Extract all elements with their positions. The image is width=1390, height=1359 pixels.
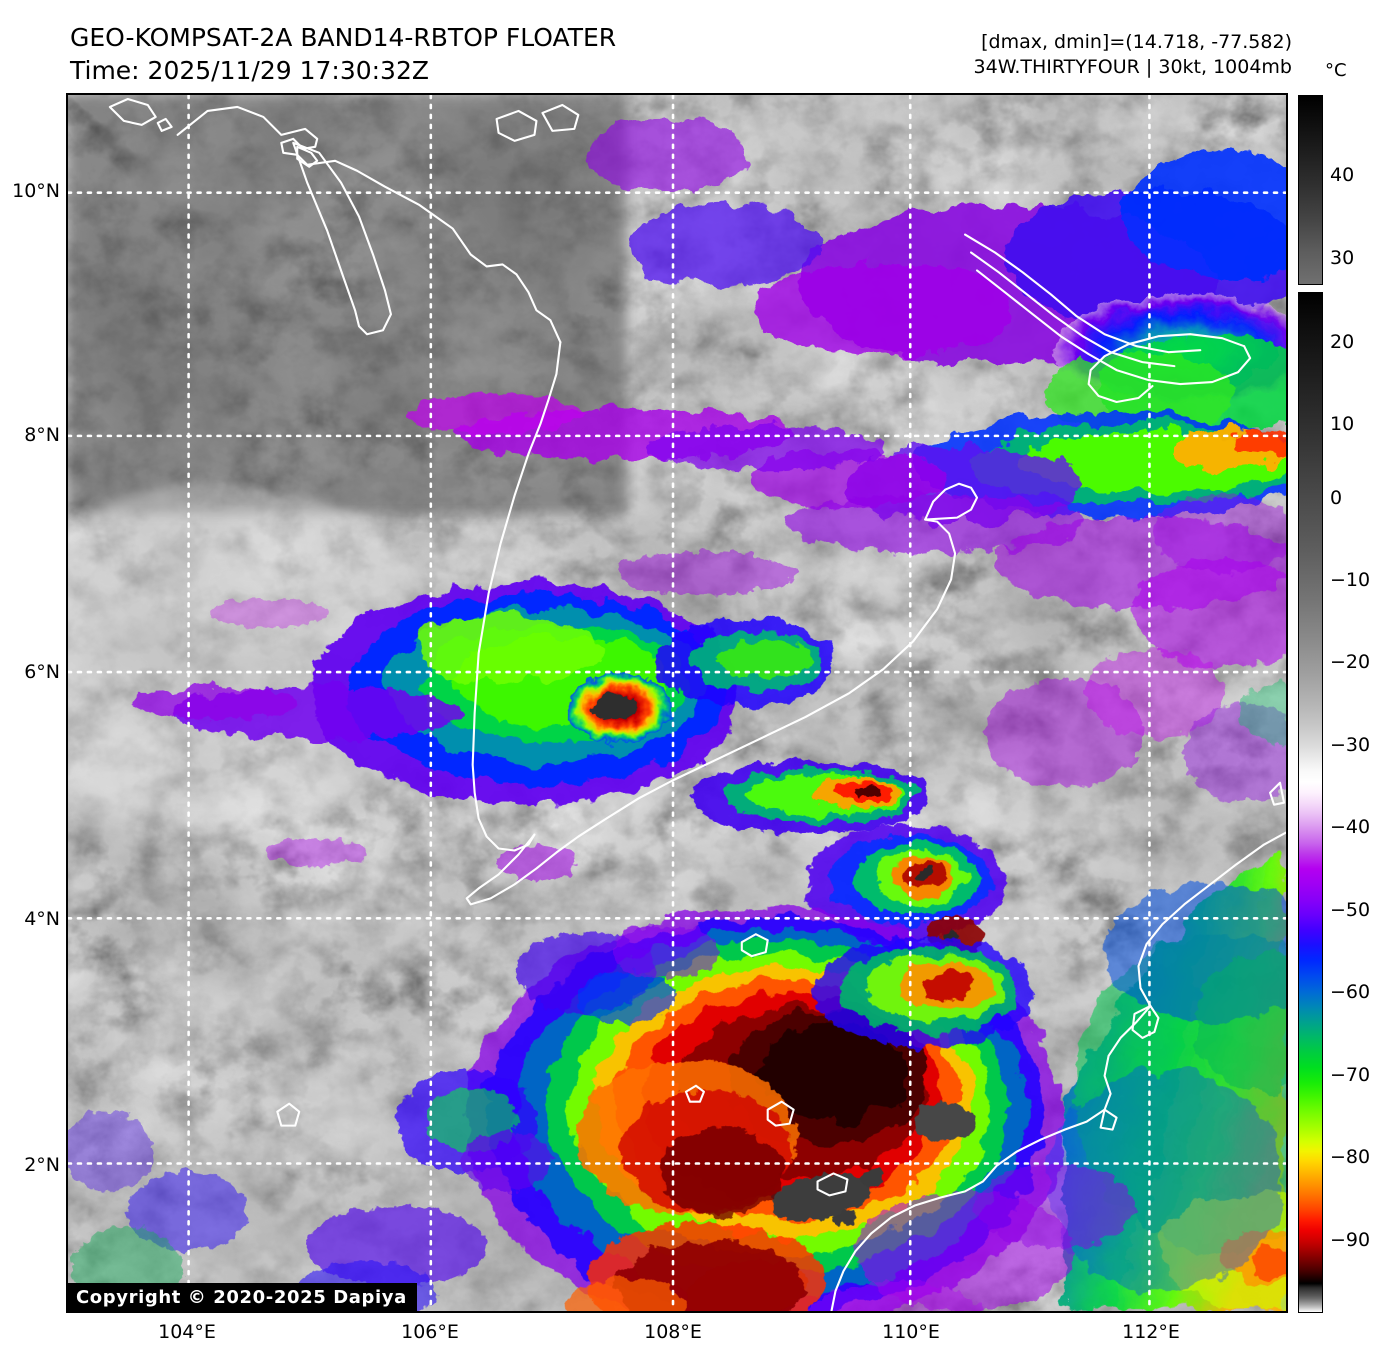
x-tick-label: 104°E	[158, 1321, 216, 1343]
timestamp-label: Time: 2025/11/29 17:30:32Z	[70, 55, 429, 85]
colorbar-unit-label: °C	[1325, 60, 1347, 81]
colorbar-tick-label: −60	[1330, 981, 1371, 1003]
title-block: GEO-KOMPSAT-2A BAND14-RBTOP FLOATER Time…	[70, 22, 616, 87]
x-tick-label: 110°E	[882, 1321, 940, 1343]
coastline-overlay	[108, 97, 1286, 1311]
colorbar-tick-label: −80	[1330, 1146, 1371, 1168]
colorbar-tick-label: −70	[1330, 1064, 1371, 1086]
colorbar-tick-label: 0	[1330, 487, 1343, 509]
x-tick-label: 106°E	[401, 1321, 459, 1343]
colorbar-tick-label: −10	[1330, 569, 1371, 591]
metadata-block: [dmax, dmin]=(14.718, -77.582) 34W.THIRT…	[974, 30, 1292, 80]
y-tick-label: 10°N	[12, 180, 60, 202]
colorbar-tick-label: −50	[1330, 899, 1371, 921]
lat-lon-grid	[68, 95, 1286, 1311]
y-tick-label: 8°N	[24, 424, 60, 446]
colorbar-upper-segment[interactable]	[1298, 95, 1323, 285]
satellite-image-plot[interactable]	[66, 93, 1288, 1313]
colorbar-tick-label: −20	[1330, 651, 1371, 673]
colorbar-tick-label: −40	[1330, 816, 1371, 838]
x-tick-label: 112°E	[1122, 1321, 1180, 1343]
y-tick-label: 6°N	[24, 661, 60, 683]
x-tick-label: 108°E	[644, 1321, 702, 1343]
colorbar-tick-label: 20	[1330, 331, 1355, 353]
page-title: GEO-KOMPSAT-2A BAND14-RBTOP FLOATER	[70, 23, 617, 52]
colorbar-tick-label: 30	[1330, 247, 1355, 269]
y-tick-label: 2°N	[24, 1154, 60, 1176]
storm-info-label: 34W.THIRTYFOUR | 30kt, 1004mb	[973, 56, 1292, 79]
colorbar-main[interactable]	[1298, 292, 1323, 1313]
satellite-raster	[68, 95, 1286, 1311]
dmax-dmin-label: [dmax, dmin]=(14.718, -77.582)	[981, 31, 1292, 53]
colorbar-tick-label: 10	[1330, 413, 1355, 435]
y-tick-label: 4°N	[24, 908, 60, 930]
copyright-banner: Copyright © 2020-2025 Dapiya	[66, 1283, 417, 1313]
colorbar-tick-label: 40	[1330, 164, 1355, 186]
colorbar-tick-label: −90	[1330, 1229, 1371, 1251]
colorbar-tick-label: −30	[1330, 734, 1371, 756]
